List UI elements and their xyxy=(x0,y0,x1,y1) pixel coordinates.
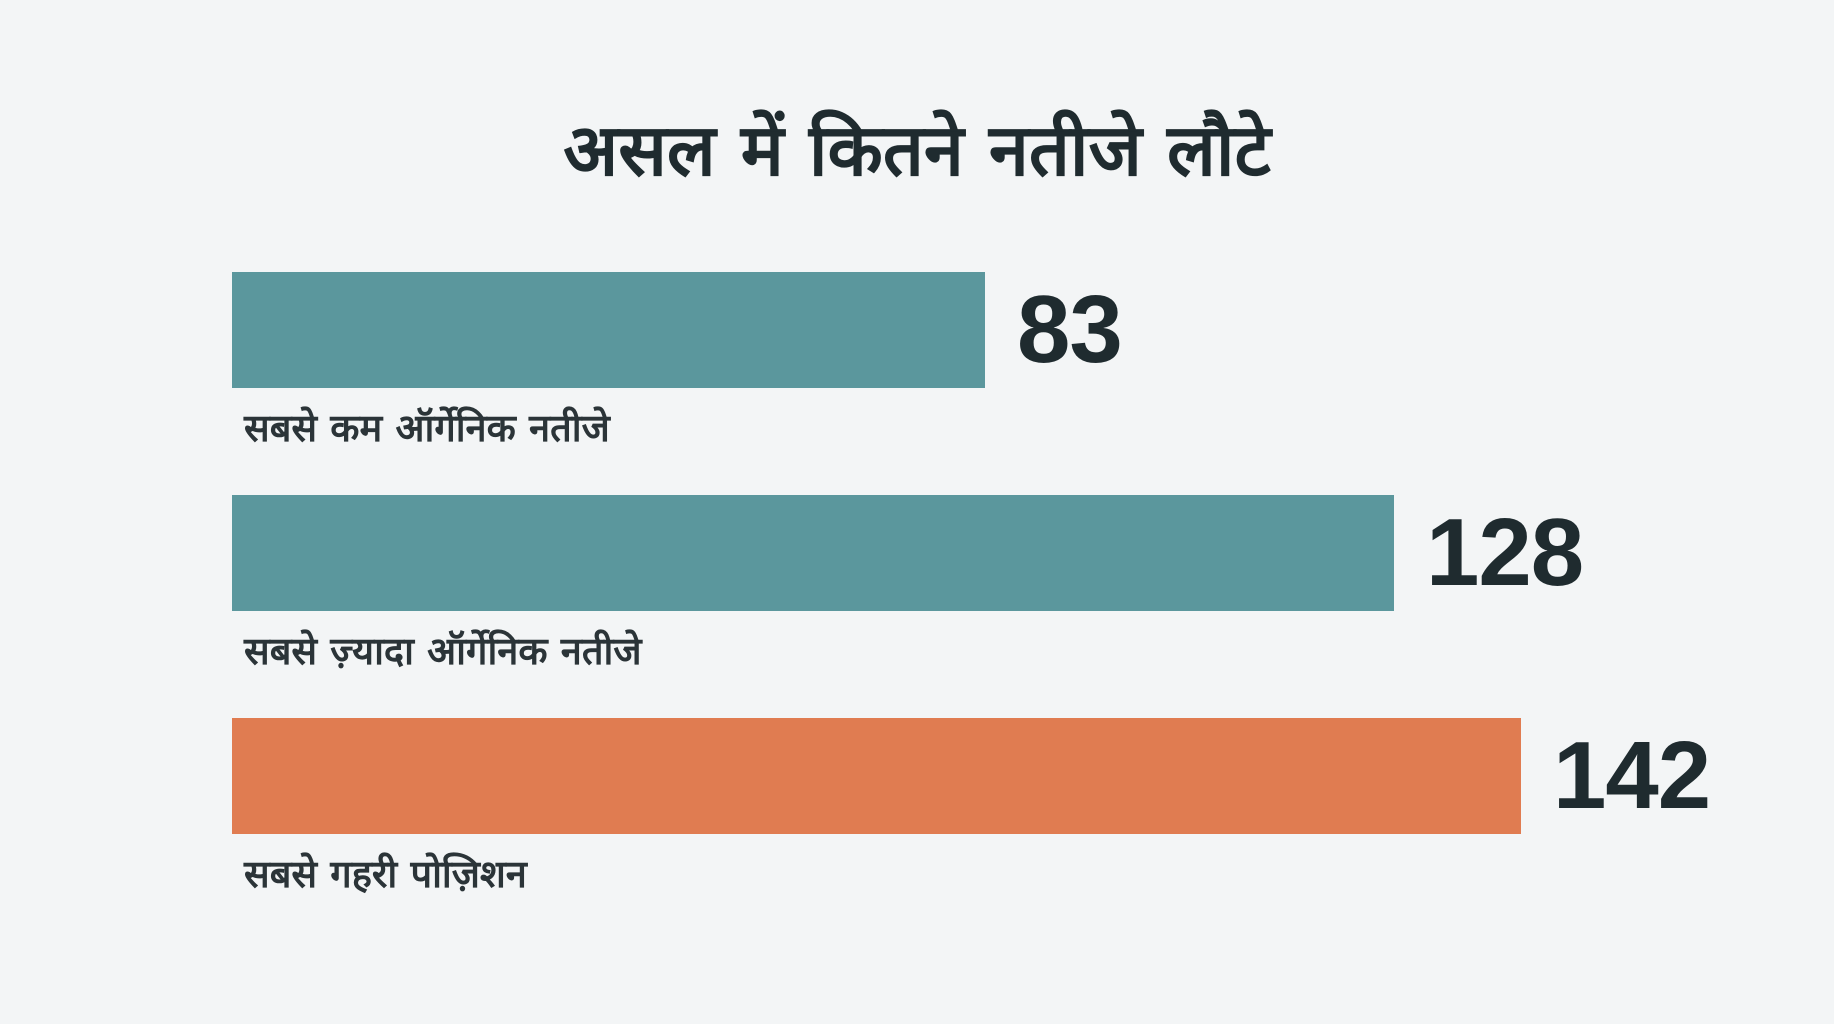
bar-category-label: सबसे गहरी पोज़िशन xyxy=(244,852,527,896)
bar xyxy=(232,272,985,388)
bar-category-label: सबसे कम ऑर्गेनिक नतीजे xyxy=(244,406,610,450)
bar-value-label: 128 xyxy=(1426,499,1584,606)
chart-title: असल में कितने नतीजे लौटे xyxy=(563,108,1271,192)
bar-row: 83 सबसे कम ऑर्गेनिक नतीजे xyxy=(232,272,1792,472)
bar-value-label: 142 xyxy=(1553,722,1711,829)
bar-category-label: सबसे ज़्यादा ऑर्गेनिक नतीजे xyxy=(244,629,642,673)
bar-row: 142 सबसे गहरी पोज़िशन xyxy=(232,718,1792,918)
bar xyxy=(232,718,1521,834)
bar xyxy=(232,495,1394,611)
bar-value-label: 83 xyxy=(1017,276,1123,383)
bar-row: 128 सबसे ज़्यादा ऑर्गेनिक नतीजे xyxy=(232,495,1792,695)
